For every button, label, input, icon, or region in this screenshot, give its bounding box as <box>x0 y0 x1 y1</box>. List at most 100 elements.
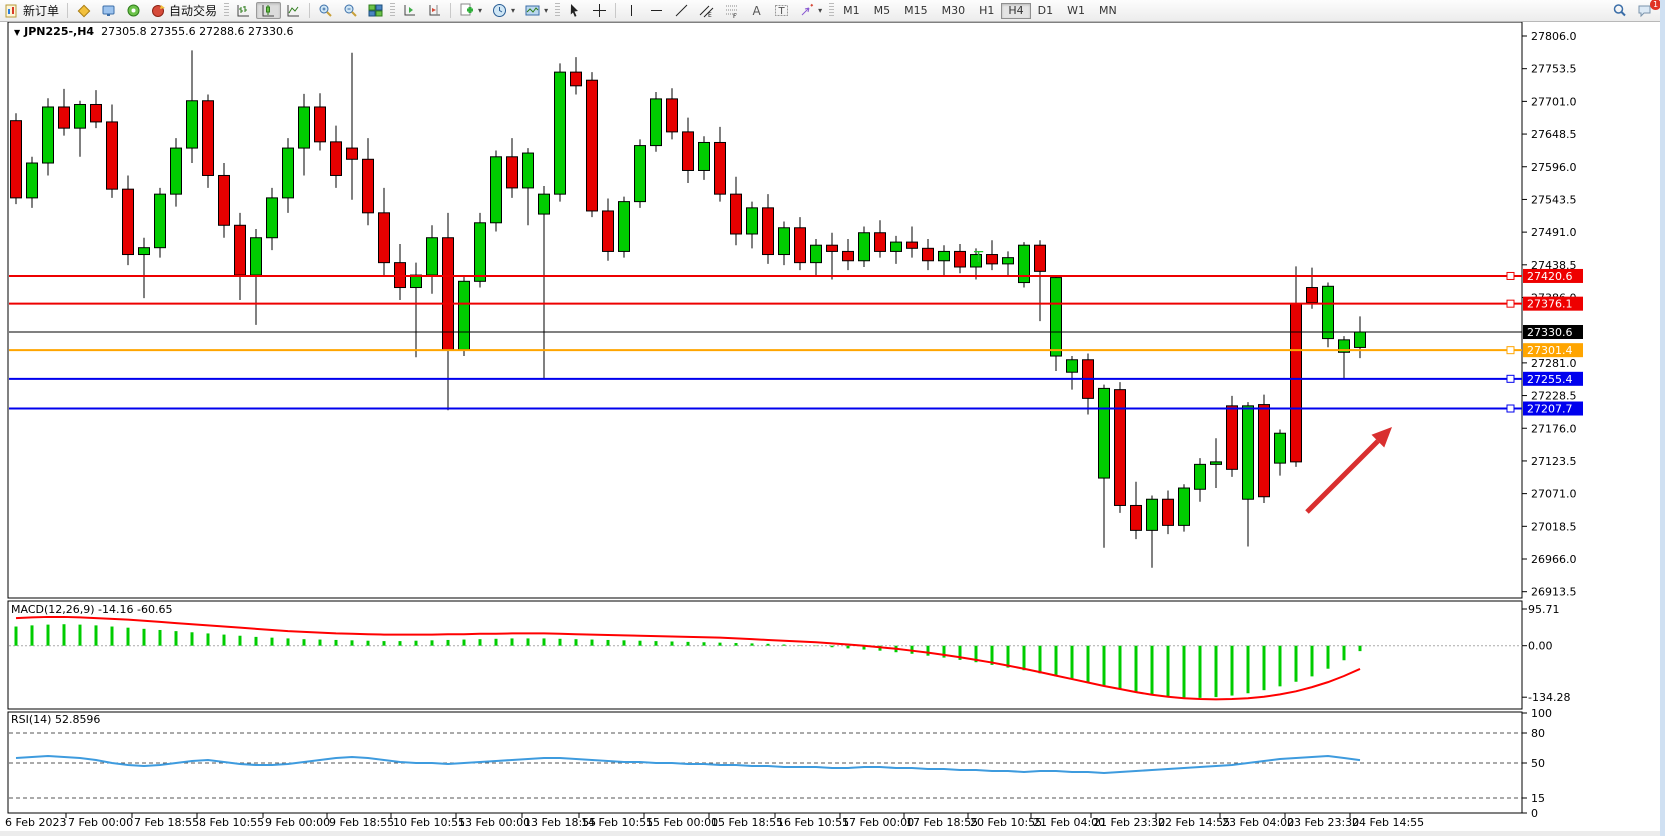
price-tick-label: 27071.0 <box>1531 488 1577 501</box>
bar-chart-button[interactable] <box>231 2 256 19</box>
candlestick-chart-button[interactable] <box>256 2 282 19</box>
timeframe-m5-button[interactable]: M5 <box>873 4 891 17</box>
dropdown-caret: ▾ <box>818 6 823 15</box>
svg-text:T: T <box>778 6 786 17</box>
line-chart-icon <box>286 3 301 18</box>
gold-diamond-button[interactable] <box>71 2 96 19</box>
chart-title[interactable]: ▼ JPN225-,H4 27305.8 27355.6 27288.6 2733… <box>14 25 294 38</box>
indicators-button[interactable]: ▾ <box>454 2 487 19</box>
tile-windows-button[interactable] <box>363 2 388 19</box>
templates-button[interactable]: ▾ <box>520 2 553 19</box>
cursor-tool-button[interactable] <box>562 2 587 19</box>
bear-candle <box>442 237 454 351</box>
autotrade-button[interactable]: 自动交易 <box>146 2 222 19</box>
window-bottom-edge <box>0 831 1665 836</box>
arrows-tool-button[interactable]: ▾ <box>794 2 827 19</box>
signal-button[interactable] <box>121 2 146 19</box>
search-button[interactable] <box>1607 2 1632 19</box>
bear-candle <box>1306 287 1318 303</box>
price-line-27255.4[interactable]: 27255.4 <box>9 371 1583 386</box>
zoom-in-button[interactable] <box>313 2 338 19</box>
timeframe-mn-button[interactable]: MN <box>1099 4 1117 17</box>
bear-candle <box>58 106 70 129</box>
bull-candle <box>522 152 534 189</box>
bear-candle <box>682 131 694 171</box>
main-pane-border <box>7 21 1523 599</box>
bear-candle <box>330 141 342 176</box>
bull-candle <box>1322 285 1334 340</box>
price-tick-label: 27806.0 <box>1531 30 1577 43</box>
bear-candle <box>906 241 918 249</box>
time-label: 23 Feb 23:30 <box>1287 816 1359 829</box>
time-label: 17 Feb 18:55 <box>906 816 978 829</box>
price-line-27330.6[interactable]: 27330.6 <box>9 324 1583 339</box>
dropdown-caret: ▾ <box>544 6 549 15</box>
price-line-27376.1[interactable]: 27376.1 <box>9 296 1583 311</box>
price-tick-label: 26913.5 <box>1531 586 1577 599</box>
time-label: 21 Feb 23:30 <box>1093 816 1165 829</box>
arrows-icon <box>799 3 814 18</box>
new-order-button[interactable]: 新订单 <box>0 2 64 19</box>
price-tick-label: 27228.5 <box>1531 390 1577 403</box>
chart-shift-button[interactable] <box>422 2 447 19</box>
ohlc-readout: 27305.8 27355.6 27288.6 27330.6 <box>101 25 294 38</box>
timeframe-w1-button[interactable]: W1 <box>1067 4 1085 17</box>
zoom-out-button[interactable] <box>338 2 363 19</box>
vertical-line-tool-button[interactable] <box>619 2 644 19</box>
timeframe-m1-button[interactable]: M1 <box>843 4 860 17</box>
timeframe-d1-button[interactable]: D1 <box>1037 4 1054 17</box>
crosshair-tool-button[interactable] <box>587 2 612 19</box>
bear-candle <box>586 79 598 212</box>
price-line-27301.4[interactable]: 27301.4 <box>9 343 1583 358</box>
equidistant-channel-tool-button[interactable]: E <box>694 2 719 19</box>
text-annotation-t[interactable]: T <box>973 248 984 266</box>
bear-candle <box>234 224 246 276</box>
window-frame-edge <box>1660 0 1665 836</box>
bull-candle <box>778 227 790 256</box>
timeframe-m15-button[interactable]: M15 <box>904 4 928 17</box>
collapse-chart-icon[interactable]: ▼ <box>14 28 21 37</box>
line-chart-button[interactable] <box>281 2 306 19</box>
line-handle <box>1506 404 1515 413</box>
bear-candle <box>202 100 214 176</box>
bear-candle <box>10 120 22 199</box>
periods-button[interactable]: ▾ <box>487 2 520 19</box>
chart-shift-icon <box>427 3 442 18</box>
level-price-text: 27330.6 <box>1527 326 1573 339</box>
rsi-indicator: 100 80 50 15 0 <box>9 707 1552 820</box>
trendline-icon <box>674 3 689 18</box>
time-label: 23 Feb 04:00 <box>1222 816 1294 829</box>
macd-axis-label: 95.71 <box>1528 603 1560 616</box>
macd-label: MACD(12,26,9) -14.16 -60.65 <box>11 603 173 616</box>
bear-candle <box>362 158 374 214</box>
line-handle <box>1506 299 1515 308</box>
periods-clock-icon <box>492 3 507 18</box>
bull-candle <box>1066 359 1078 373</box>
new-order-label: 新订单 <box>23 4 60 18</box>
terminal-button[interactable] <box>96 2 121 19</box>
price-line-27420.6[interactable]: 27420.6 <box>9 268 1583 283</box>
text-label-tool-button[interactable]: T <box>769 2 794 19</box>
price-axis: 27806.0 27753.5 27701.0 27648.5 27596.0 27543… <box>1522 30 1577 599</box>
macd-axis-label: -134.28 <box>1528 691 1570 704</box>
trendline-tool-button[interactable] <box>669 2 694 19</box>
price-line-27207.7[interactable]: 27207.7 <box>9 401 1583 416</box>
price-tick-label: 27648.5 <box>1531 128 1577 141</box>
price-tick-label: 27701.0 <box>1531 95 1577 108</box>
auto-scroll-button[interactable] <box>397 2 422 19</box>
timeframe-m30-button[interactable]: M30 <box>941 4 966 17</box>
bar-chart-icon <box>236 3 251 18</box>
horizontal-line-tool-button[interactable] <box>644 2 669 19</box>
bear-candle <box>506 156 518 189</box>
timeframe-h1-button[interactable]: H1 <box>979 4 995 17</box>
timeframe-h4-button[interactable]: H4 <box>1001 2 1031 19</box>
new-order-icon <box>5 3 20 18</box>
text-tool-button[interactable]: A <box>744 2 769 19</box>
notifications-button[interactable]: 1 <box>1632 0 1661 19</box>
bull-candle <box>890 241 902 252</box>
fibonacci-tool-button[interactable]: F <box>719 2 744 20</box>
trend-arrow-annotation[interactable] <box>1305 427 1392 514</box>
bull-candle <box>938 250 950 262</box>
